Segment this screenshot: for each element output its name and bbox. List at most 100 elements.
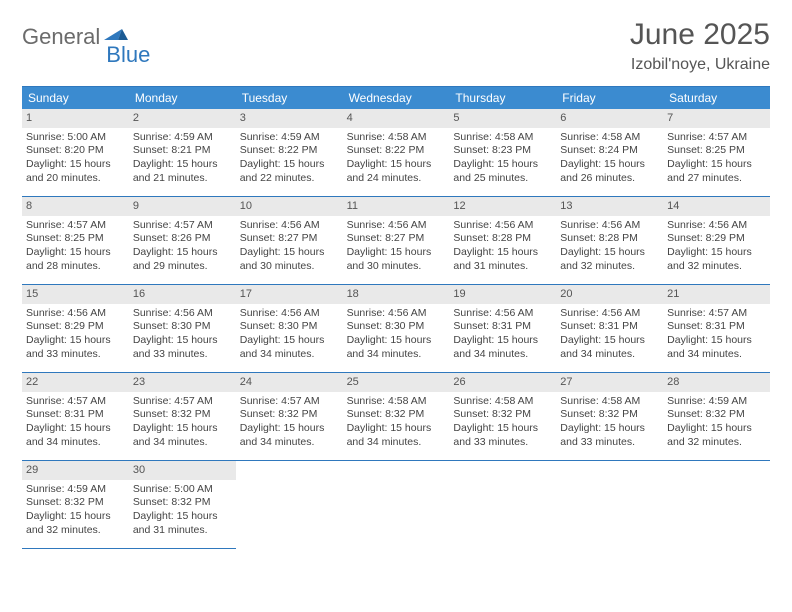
- day-cell: 3Sunrise: 4:59 AMSunset: 8:22 PMDaylight…: [236, 109, 343, 197]
- daylight-line: Daylight: 15 hours and 21 minutes.: [133, 158, 232, 186]
- sunrise-line: Sunrise: 4:56 AM: [560, 219, 659, 233]
- day-cell: 13 Sunrise: 4:56 AMSunset: 8:28 PMDayligh…: [556, 197, 663, 285]
- logo: General Blue: [22, 18, 174, 50]
- sunrise-line: Sunrise: 4:58 AM: [560, 395, 659, 409]
- day-number: 29: [22, 461, 129, 480]
- sunset-line: Sunset: 8:22 PM: [347, 144, 446, 158]
- day-cell: 26Sunrise: 4:58 AMSunset: 8:32 PMDayligh…: [449, 373, 556, 461]
- daylight-line: Daylight: 15 hours and 22 minutes.: [240, 158, 339, 186]
- sunrise-line: Sunrise: 4:56 AM: [347, 307, 446, 321]
- day-number: 3: [236, 109, 343, 128]
- sunset-line: Sunset: 8:28 PM: [560, 232, 659, 246]
- daylight-line: Daylight: 15 hours and 34 minutes.: [240, 334, 339, 362]
- month-title: June 2025: [630, 18, 770, 52]
- day-cell: 23Sunrise: 4:57 AMSunset: 8:32 PMDayligh…: [129, 373, 236, 461]
- sunrise-line: Sunrise: 4:59 AM: [26, 483, 125, 497]
- daylight-line: Daylight: 15 hours and 33 minutes.: [133, 334, 232, 362]
- sunrise-line: Sunrise: 4:57 AM: [667, 307, 766, 321]
- day-cell: 2Sunrise: 4:59 AMSunset: 8:21 PMDaylight…: [129, 109, 236, 197]
- sunrise-line: Sunrise: 4:56 AM: [453, 219, 552, 233]
- day-number: 4: [343, 109, 450, 128]
- sunset-line: Sunset: 8:31 PM: [453, 320, 552, 334]
- weekday-header: Friday: [556, 87, 663, 109]
- day-cell: 20Sunrise: 4:56 AMSunset: 8:31 PMDayligh…: [556, 285, 663, 373]
- sunset-line: Sunset: 8:32 PM: [560, 408, 659, 422]
- daylight-line: Daylight: 15 hours and 24 minutes.: [347, 158, 446, 186]
- logo-text-blue: Blue: [106, 42, 150, 68]
- calendar-page: General Blue June 2025 Izobil'noye, Ukra…: [0, 0, 792, 559]
- weekday-header: Tuesday: [236, 87, 343, 109]
- day-cell: 24Sunrise: 4:57 AMSunset: 8:32 PMDayligh…: [236, 373, 343, 461]
- day-cell: 8Sunrise: 4:57 AMSunset: 8:25 PMDaylight…: [22, 197, 129, 285]
- daylight-line: Daylight: 15 hours and 29 minutes.: [133, 246, 232, 274]
- day-number: 9: [129, 197, 236, 216]
- sunrise-line: Sunrise: 4:57 AM: [133, 219, 232, 233]
- day-cell: 5Sunrise: 4:58 AMSunset: 8:23 PMDaylight…: [449, 109, 556, 197]
- sunset-line: Sunset: 8:30 PM: [133, 320, 232, 334]
- day-number: 15: [22, 285, 129, 304]
- day-cell: 25Sunrise: 4:58 AMSunset: 8:32 PMDayligh…: [343, 373, 450, 461]
- daylight-line: Daylight: 15 hours and 34 minutes.: [453, 334, 552, 362]
- weekday-header: Saturday: [663, 87, 770, 109]
- day-number: 1: [22, 109, 129, 128]
- sunset-line: Sunset: 8:27 PM: [240, 232, 339, 246]
- day-cell: 15Sunrise: 4:56 AMSunset: 8:29 PMDayligh…: [22, 285, 129, 373]
- day-cell: [449, 461, 556, 549]
- sunrise-line: Sunrise: 4:58 AM: [347, 131, 446, 145]
- day-cell: 29Sunrise: 4:59 AMSunset: 8:32 PMDayligh…: [22, 461, 129, 549]
- sunrise-line: Sunrise: 4:58 AM: [453, 131, 552, 145]
- daylight-line: Daylight: 15 hours and 34 minutes.: [347, 334, 446, 362]
- sunset-line: Sunset: 8:32 PM: [133, 496, 232, 510]
- sunset-line: Sunset: 8:27 PM: [347, 232, 446, 246]
- daylight-line: Daylight: 15 hours and 32 minutes.: [667, 246, 766, 274]
- weekday-header: Wednesday: [343, 87, 450, 109]
- day-number: 6: [556, 109, 663, 128]
- sunrise-line: Sunrise: 4:56 AM: [240, 307, 339, 321]
- day-cell: [663, 461, 770, 549]
- sunset-line: Sunset: 8:22 PM: [240, 144, 339, 158]
- sunset-line: Sunset: 8:20 PM: [26, 144, 125, 158]
- day-number: 12: [449, 197, 556, 216]
- day-cell: 21Sunrise: 4:57 AMSunset: 8:31 PMDayligh…: [663, 285, 770, 373]
- calendar-grid: SundayMondayTuesdayWednesdayThursdayFrid…: [22, 86, 770, 549]
- sunrise-line: Sunrise: 4:58 AM: [453, 395, 552, 409]
- day-number: 14: [663, 197, 770, 216]
- day-number: 13: [556, 197, 663, 216]
- daylight-line: Daylight: 15 hours and 25 minutes.: [453, 158, 552, 186]
- day-cell: 11Sunrise: 4:56 AMSunset: 8:27 PMDayligh…: [343, 197, 450, 285]
- daylight-line: Daylight: 15 hours and 27 minutes.: [667, 158, 766, 186]
- day-cell: 6Sunrise: 4:58 AMSunset: 8:24 PMDaylight…: [556, 109, 663, 197]
- daylight-line: Daylight: 15 hours and 30 minutes.: [240, 246, 339, 274]
- day-cell: [343, 461, 450, 549]
- day-number: 26: [449, 373, 556, 392]
- sunrise-line: Sunrise: 4:56 AM: [667, 219, 766, 233]
- daylight-line: Daylight: 15 hours and 34 minutes.: [667, 334, 766, 362]
- daylight-line: Daylight: 15 hours and 33 minutes.: [26, 334, 125, 362]
- sunset-line: Sunset: 8:23 PM: [453, 144, 552, 158]
- sunset-line: Sunset: 8:25 PM: [667, 144, 766, 158]
- day-number: 19: [449, 285, 556, 304]
- sunset-line: Sunset: 8:26 PM: [133, 232, 232, 246]
- day-number: 17: [236, 285, 343, 304]
- day-number: 25: [343, 373, 450, 392]
- weekday-header: Sunday: [22, 87, 129, 109]
- day-cell: 16 Sunrise: 4:56 AMSunset: 8:30 PMDayligh…: [129, 285, 236, 373]
- sunset-line: Sunset: 8:30 PM: [240, 320, 339, 334]
- daylight-line: Daylight: 15 hours and 32 minutes.: [560, 246, 659, 274]
- sunrise-line: Sunrise: 4:56 AM: [453, 307, 552, 321]
- day-cell: 7Sunrise: 4:57 AMSunset: 8:25 PMDaylight…: [663, 109, 770, 197]
- sunset-line: Sunset: 8:29 PM: [667, 232, 766, 246]
- day-cell: 27Sunrise: 4:58 AMSunset: 8:32 PMDayligh…: [556, 373, 663, 461]
- daylight-line: Daylight: 15 hours and 28 minutes.: [26, 246, 125, 274]
- sunset-line: Sunset: 8:24 PM: [560, 144, 659, 158]
- sunrise-line: Sunrise: 4:59 AM: [667, 395, 766, 409]
- day-cell: 10Sunrise: 4:56 AMSunset: 8:27 PMDayligh…: [236, 197, 343, 285]
- weekday-header: Monday: [129, 87, 236, 109]
- sunrise-line: Sunrise: 4:57 AM: [667, 131, 766, 145]
- day-number: 27: [556, 373, 663, 392]
- daylight-line: Daylight: 15 hours and 26 minutes.: [560, 158, 659, 186]
- day-number: 16: [129, 285, 236, 304]
- daylight-line: Daylight: 15 hours and 32 minutes.: [667, 422, 766, 450]
- day-number: 22: [22, 373, 129, 392]
- sunrise-line: Sunrise: 4:56 AM: [133, 307, 232, 321]
